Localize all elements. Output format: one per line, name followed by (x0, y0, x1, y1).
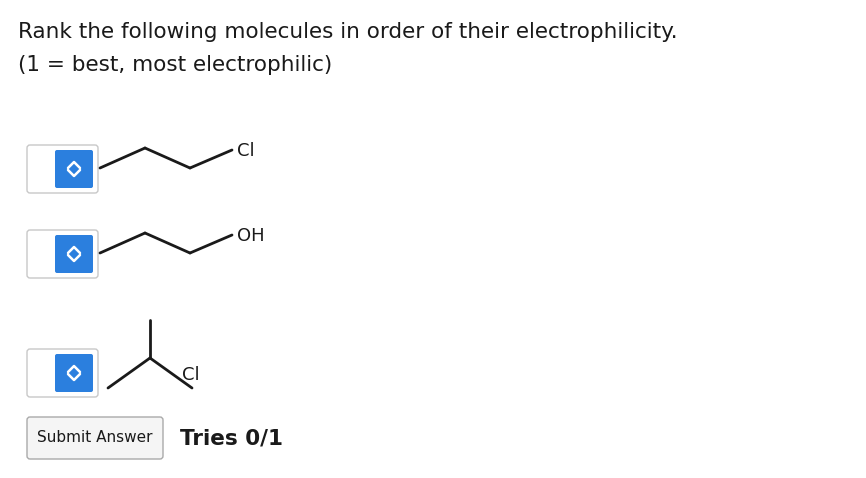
Text: Tries 0/1: Tries 0/1 (180, 428, 283, 448)
FancyBboxPatch shape (55, 235, 93, 273)
Text: Cl: Cl (182, 366, 200, 384)
Text: OH: OH (237, 227, 265, 245)
Text: (1 = best, most electrophilic): (1 = best, most electrophilic) (18, 55, 333, 75)
FancyBboxPatch shape (27, 417, 163, 459)
FancyBboxPatch shape (27, 230, 98, 278)
Text: Submit Answer: Submit Answer (37, 431, 152, 445)
Text: Rank the following molecules in order of their electrophilicity.: Rank the following molecules in order of… (18, 22, 677, 42)
FancyBboxPatch shape (27, 145, 98, 193)
FancyBboxPatch shape (27, 349, 98, 397)
FancyBboxPatch shape (55, 354, 93, 392)
Text: Cl: Cl (237, 142, 255, 160)
FancyBboxPatch shape (55, 150, 93, 188)
